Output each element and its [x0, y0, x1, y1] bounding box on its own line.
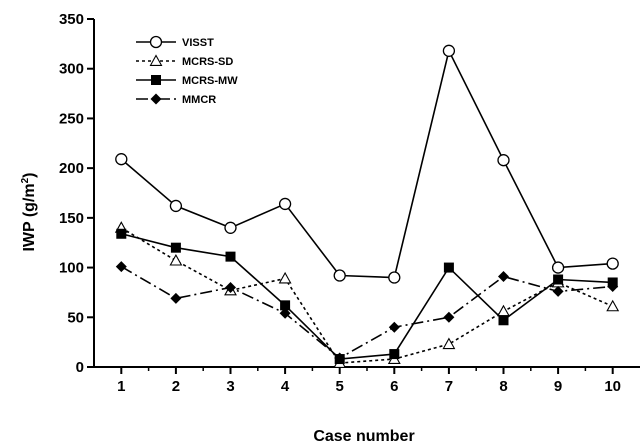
legend-marker-mcrs-sd	[149, 54, 163, 66]
data-point-mcrs-mw	[170, 242, 181, 253]
tick-labels: 0 50 100 150 200 250 300 350 1 2 3 4 5 6 7 8 9 10	[59, 11, 621, 395]
data-point-mmcr	[334, 352, 346, 364]
legend-marker-mcrs-mw	[151, 75, 161, 85]
y-tick-label: 350	[59, 11, 84, 28]
data-point-mmcr	[552, 285, 564, 297]
series-mmcr	[115, 261, 619, 364]
x-tick-label: 6	[390, 378, 398, 395]
data-point-mcrs-sd	[169, 253, 183, 266]
x-tick-label: 5	[336, 378, 344, 395]
x-tick-label: 4	[281, 378, 290, 395]
legend-entry-visst: VISST	[136, 35, 214, 49]
data-point-mmcr	[443, 311, 455, 323]
legend-marker-mmcr	[150, 93, 162, 105]
series-line-mmcr	[120, 265, 613, 360]
legend-entry-mmcr: MMCR	[136, 93, 216, 106]
legend-label-mcrs-mw: MCRS-MW	[182, 75, 238, 87]
data-point-visst	[497, 154, 510, 167]
y-tick-label: 250	[59, 110, 84, 127]
series-line-mcrs-sd	[120, 227, 614, 364]
legend: VISST MCRS-SD MCRS-MW MMCR	[136, 35, 238, 106]
data-point-visst	[333, 269, 346, 282]
y-tick-label: 150	[59, 210, 84, 227]
data-point-mcrs-sd	[278, 271, 292, 284]
data-point-mcrs-mw	[116, 228, 127, 239]
x-tick-label: 1	[117, 378, 125, 395]
legend-label-mcrs-sd: MCRS-SD	[182, 56, 233, 68]
data-point-visst	[115, 153, 128, 166]
data-point-mmcr	[115, 261, 127, 273]
data-point-mcrs-mw	[280, 300, 291, 311]
x-tick-label: 8	[499, 378, 507, 395]
y-axis-title-superscript: 2	[20, 177, 31, 183]
y-axis-title-close: )	[21, 172, 38, 177]
series-visst	[115, 44, 619, 284]
data-point-mmcr	[170, 292, 182, 304]
y-tick-label: 50	[67, 309, 84, 326]
y-axis-title: IWP (g/m2)	[20, 172, 38, 251]
x-tick-label: 2	[172, 378, 180, 395]
data-point-mcrs-sd	[606, 299, 620, 312]
data-point-mmcr	[498, 271, 509, 283]
data-point-visst	[551, 261, 565, 274]
y-tick-label: 200	[59, 160, 84, 177]
data-point-mmcr	[607, 280, 619, 292]
data-point-visst	[278, 197, 292, 211]
series-line-mcrs-mw	[121, 232, 613, 360]
data-point-mcrs-sd	[497, 304, 510, 317]
data-point-mcrs-sd	[442, 337, 456, 350]
data-point-mmcr	[388, 321, 400, 333]
y-tick-label: 100	[59, 260, 84, 277]
data-point-visst	[169, 199, 183, 213]
series-lines	[114, 44, 620, 368]
axes	[87, 18, 640, 374]
data-point-mcrs-mw	[553, 274, 564, 285]
legend-entry-mcrs-sd: MCRS-SD	[136, 54, 233, 68]
data-point-visst	[224, 221, 237, 234]
x-tick-label: 10	[604, 378, 621, 395]
legend-marker-visst	[149, 35, 163, 49]
data-point-visst	[442, 44, 456, 57]
data-point-mmcr	[225, 281, 236, 293]
legend-entry-mcrs-mw: MCRS-MW	[136, 75, 238, 87]
series-mcrs-mw	[116, 228, 618, 365]
data-point-mcrs-mw	[443, 262, 454, 273]
y-tick-label: 300	[59, 61, 84, 78]
legend-label-visst: VISST	[182, 37, 214, 49]
x-tick-label: 9	[554, 378, 562, 395]
data-point-visst	[606, 257, 619, 270]
x-axis-title: Case number	[313, 428, 414, 445]
legend-label-mmcr: MMCR	[182, 94, 216, 106]
data-point-mcrs-mw	[498, 315, 509, 326]
data-point-mmcr	[279, 307, 291, 319]
x-tick-label: 3	[226, 378, 234, 395]
y-tick-label: 0	[76, 359, 84, 376]
data-point-mcrs-mw	[225, 251, 236, 262]
series-line-visst	[120, 48, 613, 279]
data-point-visst	[388, 271, 401, 284]
data-point-mcrs-mw	[389, 349, 400, 360]
x-tick-label: 7	[445, 378, 453, 395]
y-axis-title-main: IWP (g/m	[21, 183, 38, 251]
series-mcrs-sd	[114, 221, 620, 368]
